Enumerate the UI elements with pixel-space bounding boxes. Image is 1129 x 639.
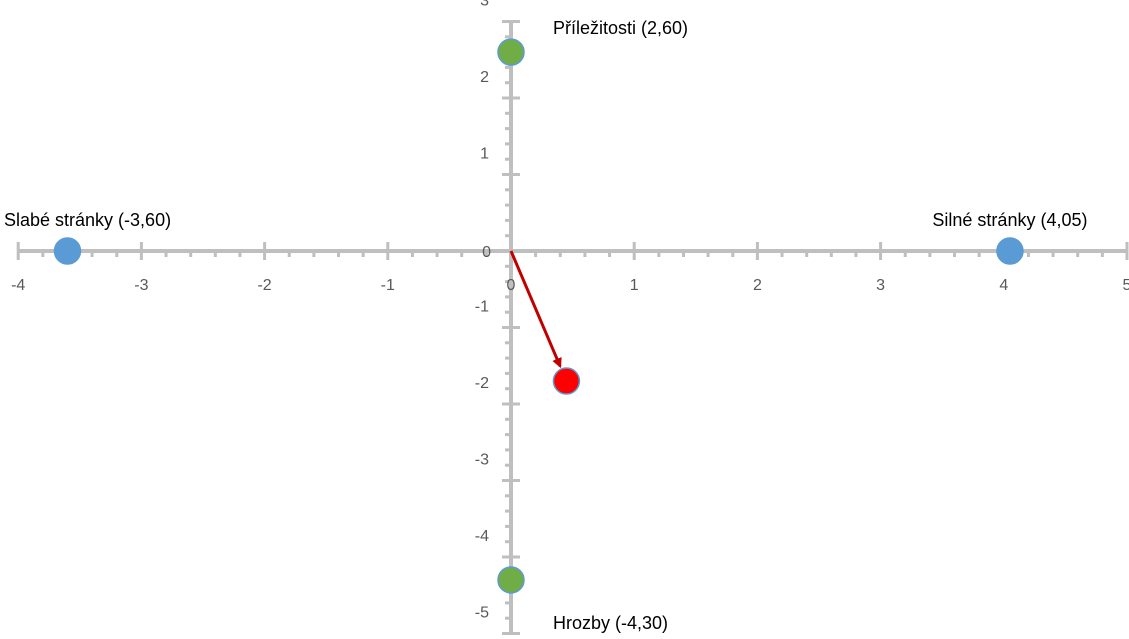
tick-labels: -4 -3 -2 -1 0 1 2 3 4 5 3 2 1 0 -1 -2 -3 -4 -5 (11, 0, 1129, 622)
point-label: Příležitosti (2,60) (553, 18, 688, 38)
point-label: Hrozby (-4,30) (553, 613, 668, 633)
direction-arrow (509, 250, 562, 369)
point-label: Silné stránky (4,05) (932, 210, 1087, 230)
x-tick-label: 4 (999, 277, 1008, 294)
x-tick-label: 5 (1123, 277, 1129, 294)
x-tick-label: 2 (753, 277, 762, 294)
axes (16, 20, 1129, 635)
data-point (497, 38, 525, 66)
arrow-layer (509, 250, 562, 369)
x-tick-label: 3 (876, 277, 885, 294)
x-tick-label: -1 (381, 277, 395, 294)
x-tick-label: -2 (257, 277, 271, 294)
y-tick-label: 2 (480, 69, 489, 86)
data-point (53, 237, 82, 265)
data-point (996, 237, 1024, 265)
y-tick-label: 3 (480, 0, 489, 10)
data-point (497, 566, 525, 594)
point-labels: Příležitosti (2,60) Slabé stránky (-3,60)… (4, 18, 1087, 633)
y-tick-label: -5 (475, 605, 489, 622)
y-tick-label: 1 (480, 146, 489, 163)
y-tick-label: -2 (475, 375, 489, 392)
y-tick-label: -3 (475, 452, 489, 469)
result-point (552, 367, 581, 395)
y-tick-label: 0 (482, 244, 491, 261)
y-tick-label: -1 (475, 299, 489, 316)
x-tick-label: 0 (507, 277, 516, 294)
x-tick-label: 1 (630, 277, 639, 294)
y-tick-label: -4 (475, 528, 489, 545)
data-points (53, 38, 1024, 594)
point-label: Slabé stránky (-3,60) (4, 210, 171, 230)
x-tick-label: -4 (11, 277, 25, 294)
x-tick-label: -3 (134, 277, 148, 294)
